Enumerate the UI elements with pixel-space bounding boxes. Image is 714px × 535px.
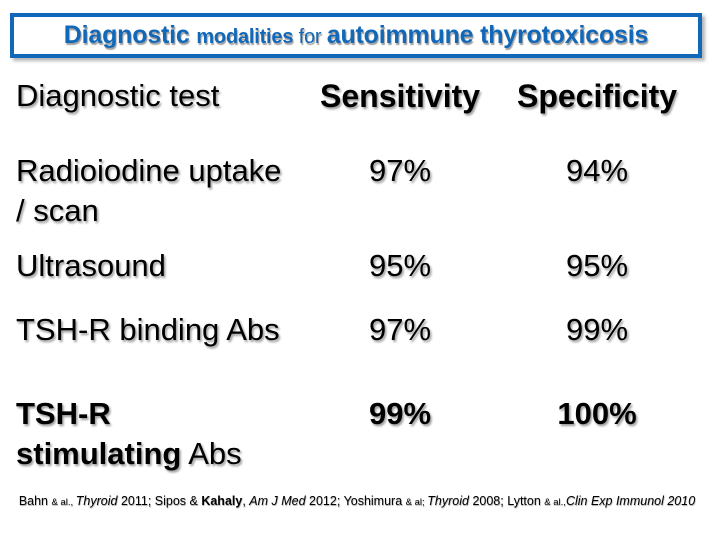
table-row-tshr-stimulating: TSH-R stimulating Abs 99% 100% — [16, 394, 710, 474]
text-segment: Abs — [181, 436, 242, 471]
text-segment: Bahn — [18, 494, 52, 508]
specificity-value: 99% — [565, 312, 629, 347]
test-name-line: TSH-R — [16, 396, 111, 431]
text-segment: Thyroid — [427, 494, 473, 508]
column-header-specificity: Specificity — [516, 78, 678, 114]
sensitivity-value: 99% — [368, 396, 432, 431]
text-segment: Lytton — [507, 494, 545, 508]
text-segment: Kahaly — [201, 494, 243, 508]
text-segment: & al; — [405, 497, 428, 508]
specificity-value: 95% — [565, 248, 629, 283]
text-segment: stimulating — [16, 436, 182, 471]
slide-title: Diagnostic modalities for autoimmune thy… — [63, 21, 649, 50]
test-name-line: stimulating Abs — [16, 434, 320, 474]
test-name: Radioiodine uptake / scan — [16, 151, 320, 231]
table-row-tshr-binding: TSH-R binding Abs 97% 99% — [16, 310, 710, 350]
text-segment: 2011; Sipos & — [120, 494, 202, 508]
sensitivity-value: 95% — [368, 248, 432, 283]
test-name: Ultrasound — [16, 246, 320, 286]
slide-title-box: Diagnostic modalities for autoimmune thy… — [10, 13, 702, 58]
table-row-ultrasound: Ultrasound 95% 95% — [16, 246, 710, 286]
text-segment: for — [298, 26, 327, 48]
specificity-value: 94% — [565, 153, 629, 188]
text-segment: Yoshimura — [343, 494, 406, 508]
text-segment: & al., — [51, 497, 76, 508]
test-name-line: TSH-R binding Abs — [16, 312, 280, 347]
test-name-line: Radioiodine uptake — [16, 153, 282, 188]
text-segment: Thyroid — [75, 494, 121, 508]
text-segment: , — [242, 494, 250, 508]
text-segment: 2012; — [309, 494, 344, 508]
specificity-value: 100% — [557, 396, 637, 431]
test-name-line: / scan — [16, 193, 99, 228]
column-header-diagnostic-test: Diagnostic test — [16, 78, 220, 113]
text-segment: autoimmune thyrotoxicosis — [326, 21, 649, 49]
text-segment: modalities — [196, 26, 299, 48]
text-segment: Diagnostic — [63, 21, 197, 49]
text-segment: 2008; — [472, 494, 508, 508]
column-header-sensitivity: Sensitivity — [320, 78, 481, 114]
citation: Bahn & al., Thyroid 2011; Sipos & Kahaly… — [0, 493, 714, 511]
text-segment: & al., — [544, 497, 566, 508]
text-segment: Am J Med — [249, 494, 310, 508]
sensitivity-value: 97% — [368, 312, 432, 347]
table-row-radioiodine: Radioiodine uptake / scan 97% 94% — [16, 151, 710, 231]
sensitivity-value: 97% — [368, 153, 432, 188]
test-name-line: Ultrasound — [16, 248, 166, 283]
test-name: TSH-R binding Abs — [16, 310, 320, 350]
table-header-row: Diagnostic test Sensitivity Specificity — [16, 76, 710, 116]
test-name: TSH-R stimulating Abs — [16, 394, 320, 474]
text-segment: Clin Exp Immunol 2010 — [565, 494, 696, 508]
